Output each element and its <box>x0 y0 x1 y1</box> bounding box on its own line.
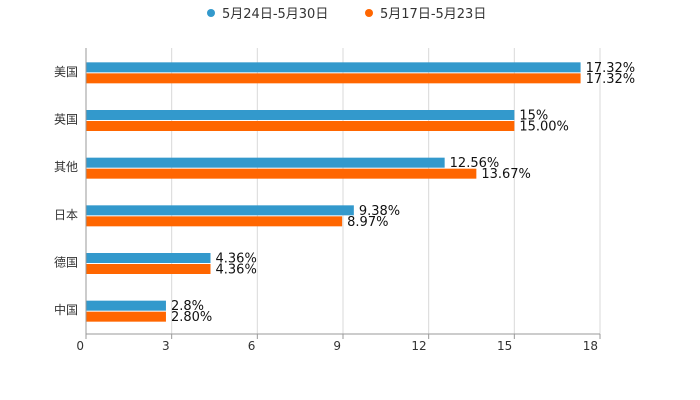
bar-series-2-5[interactable] <box>86 311 166 322</box>
value-label-series-2: 8.97% <box>347 215 388 230</box>
x-tick-label: 6 <box>248 339 256 353</box>
bar-series-1-3[interactable] <box>86 205 354 216</box>
bar-series-1-2[interactable] <box>86 157 445 168</box>
bar-series-1-0[interactable] <box>86 62 581 73</box>
bars <box>86 62 581 322</box>
x-tick-label: 18 <box>583 339 598 353</box>
value-label-series-1: 12.56% <box>450 156 500 171</box>
bar-series-1-1[interactable] <box>86 110 515 120</box>
value-label-series-1: 2.8% <box>171 299 204 314</box>
x-axis: 0 3 6 9 12 15 18 <box>76 48 601 353</box>
category-label: 德国 <box>54 255 78 270</box>
category-label: 日本 <box>54 208 78 222</box>
bar-series-1-5[interactable] <box>86 300 166 311</box>
value-label-series-1: 15% <box>519 109 548 124</box>
value-label-series-1: 17.32% <box>586 61 636 76</box>
x-tick-label: 12 <box>411 339 426 353</box>
value-label-series-2: 13.67% <box>481 167 531 182</box>
value-label-series-2: 4.36% <box>216 263 257 278</box>
category-label: 英国 <box>54 113 78 127</box>
value-labels: 17.32%17.32% 15%15.00% 12.56%13.67% 9.38%8.… <box>171 61 635 325</box>
x-tick-label: 9 <box>333 339 341 353</box>
category-label: 中国 <box>54 302 78 317</box>
bar-series-2-2[interactable] <box>86 168 477 179</box>
bar-series-2-0[interactable] <box>86 73 581 84</box>
x-tick-label: 0 <box>76 339 84 353</box>
legend-label-series-2: 5月17日-5月23日 <box>380 7 486 22</box>
value-label-series-2: 2.80% <box>171 310 212 325</box>
legend-marker-series-1 <box>207 9 215 17</box>
x-tick-label: 15 <box>497 339 512 353</box>
bar-series-1-4[interactable] <box>86 253 211 263</box>
legend-marker-series-2 <box>365 9 373 17</box>
legend-label-series-1: 5月24日-5月30日 <box>222 7 328 22</box>
category-label: 其他 <box>54 160 78 174</box>
bar-series-2-3[interactable] <box>86 216 343 227</box>
bar-series-2-4[interactable] <box>86 264 211 274</box>
bar-series-2-1[interactable] <box>86 121 515 131</box>
category-label: 美国 <box>54 65 78 79</box>
value-label-series-1: 9.38% <box>359 204 400 219</box>
value-label-series-1: 4.36% <box>216 252 257 267</box>
value-label-series-2: 15.00% <box>519 120 569 135</box>
value-label-series-2: 17.32% <box>586 72 636 87</box>
legend: 5月24日-5月30日 5月17日-5月23日 <box>207 7 486 22</box>
x-tick-label: 3 <box>162 339 170 353</box>
grid <box>85 48 601 334</box>
